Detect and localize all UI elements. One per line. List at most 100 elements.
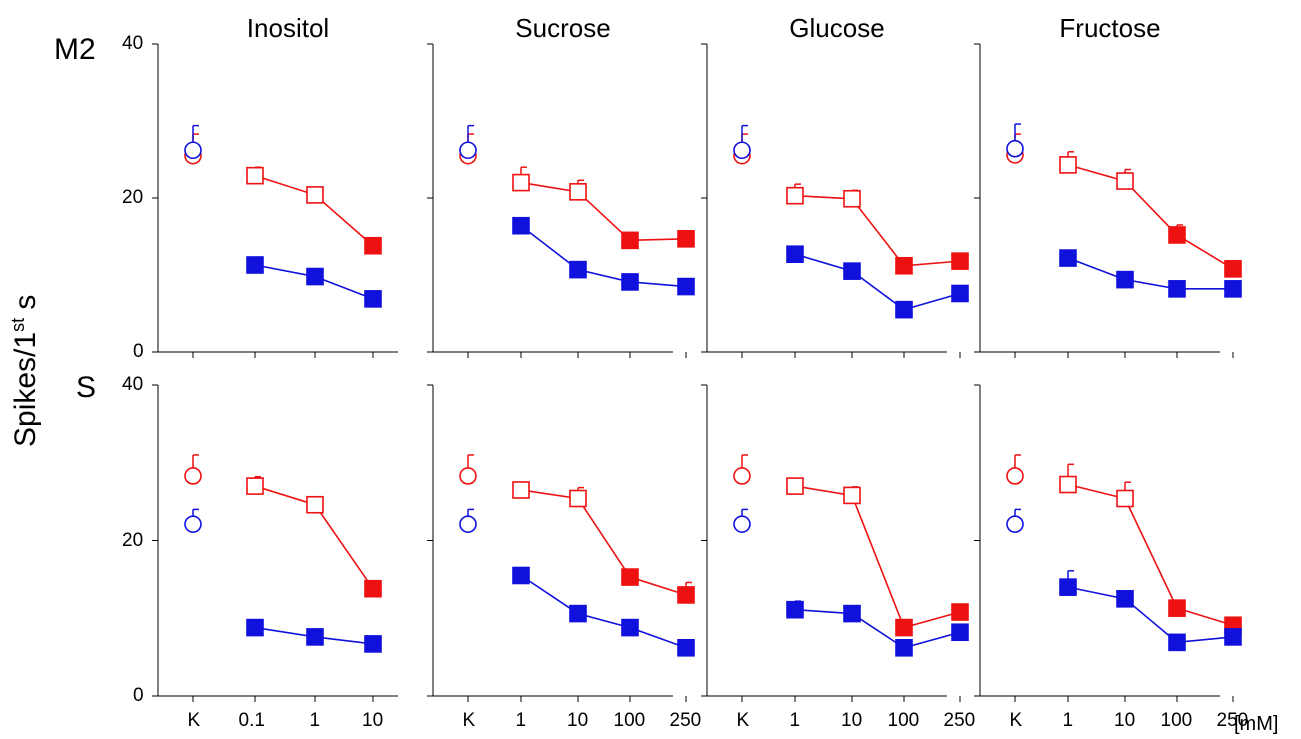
x-tick-label: K <box>187 710 201 731</box>
data-point-blue <box>569 604 587 623</box>
x-tick-label: 250 <box>669 710 702 731</box>
data-point-blue <box>1168 280 1186 298</box>
data-point-red <box>621 231 639 250</box>
data-point-blue <box>1116 590 1134 608</box>
data-point-red <box>895 618 913 637</box>
data-point-red <box>951 603 969 621</box>
data-point-red <box>677 586 695 604</box>
x-tick-label: 1 <box>309 710 321 731</box>
y-tick-label: 40 <box>122 33 144 54</box>
data-point-blue <box>951 284 969 303</box>
row-label-m2: M2 <box>54 33 96 66</box>
data-point-blue <box>1224 628 1242 646</box>
data-point-blue <box>843 262 861 280</box>
data-point-blue <box>306 628 324 646</box>
data-point-red <box>306 495 324 514</box>
data-point-blue <box>621 273 639 291</box>
data-point-blue <box>512 216 530 235</box>
data-point-blue <box>306 267 324 286</box>
data-point-red <box>1168 599 1186 617</box>
data-point-blue <box>246 256 264 274</box>
data-point-red <box>843 189 861 208</box>
x-tick-label: K <box>462 710 476 731</box>
data-point-blue <box>621 618 639 637</box>
y-tick-label: 20 <box>122 529 144 551</box>
x-tick-label: 10 <box>567 710 589 731</box>
y-tick-label: 40 <box>122 374 144 395</box>
data-point-red <box>843 486 861 505</box>
x-tick-label: 1 <box>1062 710 1074 731</box>
data-point-red <box>951 252 969 270</box>
x-tick-label: 100 <box>887 710 920 731</box>
series-line-red <box>794 485 961 629</box>
data-point-blue <box>1059 578 1077 596</box>
data-point-blue <box>895 300 913 319</box>
data-point-red <box>1059 156 1077 174</box>
control-point-blue <box>733 515 751 533</box>
data-point-red <box>246 166 264 185</box>
series-line-blue <box>794 253 961 311</box>
data-point-blue <box>786 600 804 619</box>
data-point-red <box>895 256 913 275</box>
control-point-red <box>459 467 477 485</box>
series-line-red <box>1067 483 1234 627</box>
y-tick-label: 0 <box>133 685 144 706</box>
column-title-sucrose: Sucrose <box>515 13 611 43</box>
control-point-red <box>733 467 751 485</box>
data-point-red <box>364 579 382 598</box>
control-point-red <box>1006 467 1024 485</box>
x-tick-label: 1 <box>515 710 527 731</box>
data-point-blue <box>1059 249 1077 267</box>
data-point-red <box>786 186 804 205</box>
data-point-blue <box>786 245 804 264</box>
column-title-glucose: Glucose <box>789 13 885 43</box>
data-point-red <box>1059 475 1077 494</box>
data-point-red <box>677 230 695 248</box>
series-line-red <box>520 489 687 596</box>
data-point-red <box>1116 489 1134 508</box>
x-tick-label: 10 <box>1114 710 1136 731</box>
data-point-red <box>306 186 324 204</box>
data-point-blue <box>895 638 913 657</box>
control-point-blue <box>1006 515 1024 533</box>
data-point-blue <box>1168 633 1186 652</box>
series-line-blue <box>520 574 687 649</box>
data-point-red <box>246 477 264 495</box>
y-tick-label: 0 <box>133 341 144 362</box>
data-point-blue <box>677 277 695 296</box>
data-point-blue <box>512 566 530 585</box>
data-point-blue <box>843 604 861 623</box>
data-point-red <box>569 489 587 508</box>
x-unit-label: [mM] <box>1234 713 1279 735</box>
series-line-red <box>794 194 961 267</box>
x-tick-label: 10 <box>841 710 863 731</box>
data-point-red <box>786 477 804 495</box>
x-tick-label: 0.1 <box>238 710 265 731</box>
data-point-blue <box>1116 270 1134 289</box>
control-point-blue <box>459 141 477 160</box>
data-point-blue <box>1224 280 1242 298</box>
series-line-blue <box>794 608 961 649</box>
control-point-red <box>184 467 202 485</box>
control-point-blue <box>184 515 202 533</box>
x-tick-label: 100 <box>613 710 646 731</box>
data-point-blue <box>364 290 382 308</box>
data-point-red <box>512 173 530 192</box>
data-point-red <box>1224 260 1242 278</box>
x-tick-label: 10 <box>362 710 384 731</box>
x-tick-label: 1 <box>789 710 801 731</box>
row-label-s: S <box>76 371 97 404</box>
y-axis-label: Spikes/1st s <box>8 294 42 447</box>
data-point-blue <box>677 638 695 657</box>
x-tick-label: K <box>736 710 750 731</box>
data-point-red <box>1116 172 1134 190</box>
series-line-blue <box>520 225 687 288</box>
control-point-blue <box>184 141 202 160</box>
y-tick-label: 20 <box>122 187 144 208</box>
column-title-fructose: Fructose <box>1059 13 1161 43</box>
control-point-blue <box>459 515 477 533</box>
x-tick-label: K <box>1009 710 1023 731</box>
series-line-blue <box>1067 257 1233 290</box>
control-point-blue <box>733 141 751 160</box>
